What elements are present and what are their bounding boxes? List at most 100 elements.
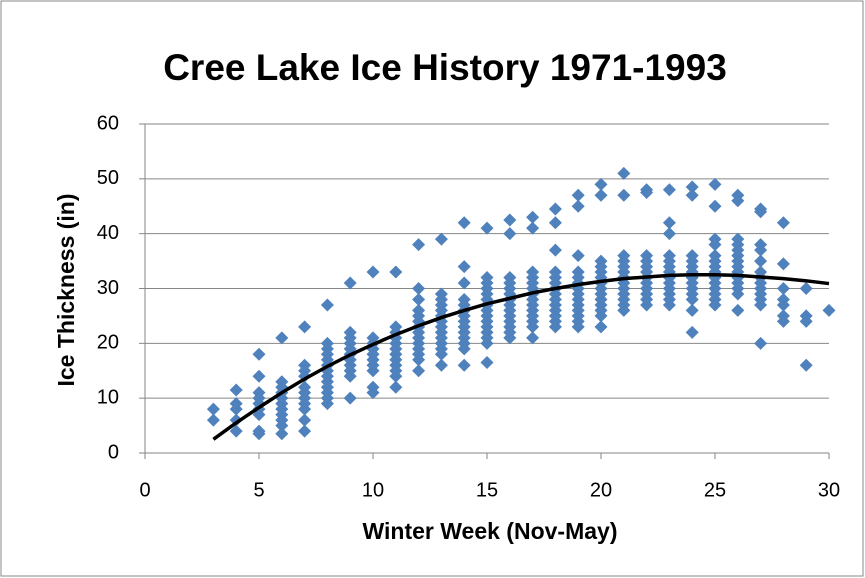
data-point	[434, 358, 448, 372]
data-point	[754, 298, 768, 312]
data-point	[412, 238, 426, 252]
data-point	[685, 325, 699, 339]
data-point	[503, 331, 517, 345]
y-tick-label: 40	[97, 222, 119, 244]
data-point	[640, 186, 654, 200]
data-point	[662, 216, 676, 230]
data-point	[503, 213, 517, 227]
x-tick-label: 0	[139, 479, 150, 501]
data-point	[822, 303, 836, 317]
data-point	[298, 320, 312, 334]
data-point	[275, 419, 289, 433]
data-point	[389, 380, 403, 394]
data-point	[526, 221, 540, 235]
data-point	[457, 260, 471, 274]
data-point	[275, 331, 289, 345]
data-point	[252, 427, 266, 441]
data-point	[594, 177, 608, 191]
data-point	[548, 202, 562, 216]
data-point	[366, 265, 380, 279]
data-point	[731, 303, 745, 317]
data-point	[571, 199, 585, 213]
data-point	[412, 353, 426, 367]
data-point	[571, 320, 585, 334]
data-point	[206, 402, 220, 416]
data-point	[229, 424, 243, 438]
data-point	[685, 180, 699, 194]
data-point	[252, 369, 266, 383]
data-point	[548, 320, 562, 334]
data-point	[571, 188, 585, 202]
data-point	[594, 309, 608, 323]
data-point	[343, 391, 357, 405]
data-point	[708, 199, 722, 213]
data-point	[640, 298, 654, 312]
data-point	[731, 287, 745, 301]
data-point	[412, 292, 426, 306]
x-tick-label: 25	[704, 479, 726, 501]
y-tick-label: 60	[97, 112, 119, 134]
data-point	[320, 298, 334, 312]
data-point	[457, 358, 471, 372]
data-point	[457, 342, 471, 356]
y-tick-label: 30	[97, 277, 119, 299]
data-point	[685, 303, 699, 317]
data-point	[754, 336, 768, 350]
data-point	[229, 383, 243, 397]
data-point	[685, 188, 699, 202]
data-point	[275, 427, 289, 441]
data-point	[206, 413, 220, 427]
y-tick-label: 50	[97, 167, 119, 189]
x-tick-label: 20	[590, 479, 612, 501]
data-point	[366, 364, 380, 378]
chart-title: Cree Lake Ice History 1971-1993	[163, 47, 727, 88]
data-point	[457, 216, 471, 230]
data-point	[412, 282, 426, 295]
data-point	[754, 254, 768, 268]
data-point	[617, 166, 631, 180]
data-point	[503, 227, 517, 241]
data-point	[776, 257, 790, 271]
data-point	[799, 358, 813, 372]
data-point	[617, 188, 631, 202]
y-tick-label: 20	[97, 332, 119, 354]
data-point	[617, 303, 631, 317]
data-point	[731, 194, 745, 208]
x-tick-label: 5	[253, 479, 264, 501]
data-point	[298, 413, 312, 427]
data-point	[298, 424, 312, 438]
data-point	[708, 238, 722, 252]
data-point	[662, 298, 676, 312]
data-point	[571, 249, 585, 263]
y-tick-label: 10	[97, 386, 119, 408]
trendline	[212, 273, 830, 441]
data-point	[799, 314, 813, 328]
data-point	[366, 386, 380, 400]
data-point	[412, 364, 426, 378]
data-point	[776, 298, 790, 312]
data-point	[457, 276, 471, 290]
data-point	[229, 402, 243, 416]
data-point	[298, 402, 312, 416]
x-axis-label: Winter Week (Nov-May)	[363, 518, 618, 544]
data-point	[343, 369, 357, 383]
x-tick-label: 30	[818, 479, 840, 501]
data-point	[754, 243, 768, 257]
data-point	[799, 282, 813, 295]
data-point	[685, 292, 699, 306]
data-point	[526, 320, 540, 334]
data-point	[708, 177, 722, 191]
data-point	[776, 282, 790, 295]
x-tick-label: 10	[362, 479, 384, 501]
data-point	[526, 210, 540, 224]
data-point	[480, 356, 494, 370]
data-point	[548, 243, 562, 257]
data-point	[662, 227, 676, 241]
y-tick-label: 0	[108, 441, 119, 463]
data-point	[252, 347, 266, 361]
data-point	[526, 331, 540, 345]
x-tick-label: 15	[476, 479, 498, 501]
data-point	[389, 265, 403, 279]
